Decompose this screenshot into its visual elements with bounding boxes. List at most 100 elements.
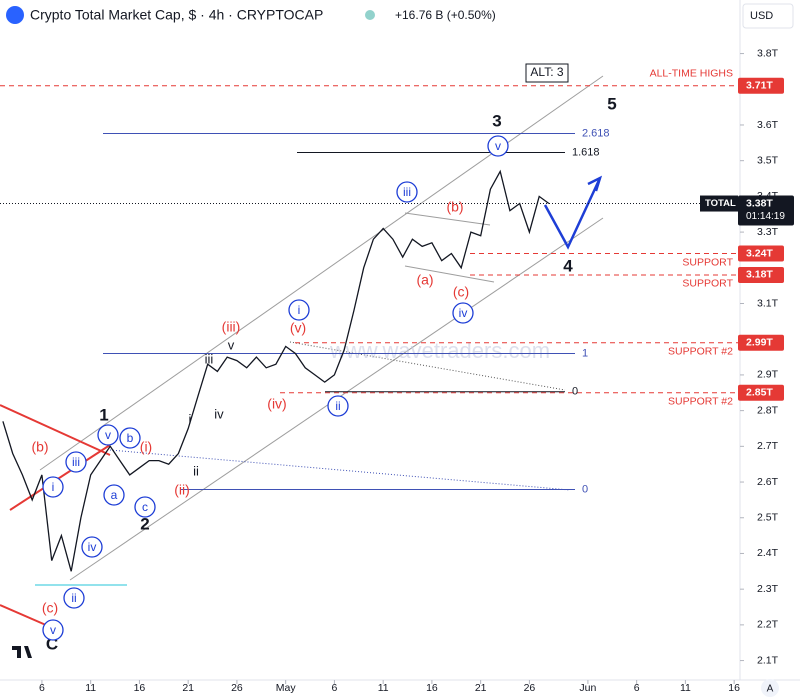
x-tick-label: 6	[331, 682, 337, 694]
wave-circle	[63, 587, 85, 609]
fib-label: 1.618	[572, 146, 600, 158]
channel-upper	[39, 75, 604, 471]
price-label: 3.38T	[746, 197, 773, 209]
y-tick-label: 3.1T	[757, 297, 779, 309]
y-tick-label: 2.5T	[757, 512, 779, 524]
x-tick-label: 16	[728, 682, 740, 694]
x-tick-label: May	[276, 682, 297, 694]
wave-circle	[42, 476, 64, 498]
level-label: 2.85T	[746, 387, 773, 399]
wave-label: (ii)	[174, 482, 190, 498]
wave-circle	[327, 395, 349, 417]
y-tick-label: 2.1T	[757, 654, 779, 666]
y-tick-label: 3.3T	[757, 226, 779, 238]
wave-label: ii	[335, 399, 340, 413]
alt-label: ALT: 3	[530, 65, 563, 79]
wave-label: 1	[99, 405, 108, 424]
wave-label: (iii)	[222, 319, 241, 335]
wave-label: (b)	[446, 199, 463, 215]
y-tick-label: 2.6T	[757, 476, 779, 488]
triangle-line	[9, 444, 111, 511]
wave-label: b	[127, 431, 134, 445]
fib-label: 0	[582, 483, 588, 495]
wave-label: i	[52, 480, 55, 494]
symbol-label: TOTAL	[705, 198, 736, 209]
triangle-line	[0, 404, 111, 456]
level-label: 3.18T	[746, 269, 773, 281]
countdown: 01:14:19	[746, 211, 785, 222]
level-box	[738, 266, 784, 283]
wave-label: iii	[205, 351, 214, 366]
level-label: 3.24T	[746, 247, 773, 259]
flag-line	[404, 212, 491, 226]
watermark: www.wavetraders.com	[329, 338, 550, 363]
tv-logo	[12, 646, 32, 658]
wave-label: (b)	[31, 439, 48, 455]
title: Crypto Total Market Cap, $ · 4h · CRYPTO…	[30, 7, 323, 23]
level-note: SUPPORT	[682, 278, 733, 290]
y-tick-label: 2.2T	[757, 619, 779, 631]
wave-label: v	[228, 337, 235, 352]
level-box	[738, 384, 784, 401]
projection	[543, 177, 602, 250]
level-label: 2.99T	[746, 337, 773, 349]
wave-circle	[103, 484, 125, 506]
wave-circle	[134, 496, 156, 518]
fib-label: 1	[582, 347, 588, 359]
wave-circle	[487, 135, 509, 157]
wave-label: (c)	[42, 600, 58, 616]
x-tick-label: 26	[231, 682, 243, 694]
wave-circle	[42, 619, 64, 641]
y-tick-label: 2.3T	[757, 583, 779, 595]
x-tick-label: 21	[475, 682, 487, 694]
wave-label: iii	[72, 455, 80, 469]
drawings	[0, 75, 604, 633]
wave-label: ii	[71, 591, 76, 605]
symbol-icon	[6, 6, 24, 24]
x-tick-label: 16	[426, 682, 438, 694]
wave-label: 2	[140, 514, 149, 533]
symbol-box	[700, 195, 738, 212]
wave-label: iv	[88, 540, 97, 554]
wave-circle	[288, 299, 310, 321]
level-box	[738, 245, 784, 262]
flag-line	[404, 265, 495, 283]
auto-scale-label[interactable]: A	[767, 684, 774, 695]
wave-circle	[396, 181, 418, 203]
wave-label: 5	[607, 94, 616, 113]
y-tick-label: 2.7T	[757, 440, 779, 452]
fib-label: 0	[572, 386, 578, 398]
wave-label: iv	[214, 406, 224, 421]
wave-label: (iv)	[267, 396, 286, 412]
wave-label: (c)	[453, 284, 469, 300]
x-tick-label: 6	[634, 682, 640, 694]
level-box	[738, 334, 784, 351]
wave-label: iii	[403, 185, 411, 199]
wave-label: a	[111, 488, 118, 502]
wave-circle	[81, 536, 103, 558]
x-tick-label: 26	[524, 682, 536, 694]
x-tick-label: 11	[680, 682, 691, 694]
wave-label: 4	[563, 256, 573, 275]
wave-circle	[119, 427, 141, 449]
y-tick-label: 2.4T	[757, 547, 779, 559]
auto-scale[interactable]	[761, 679, 779, 697]
wave-label: i	[298, 303, 301, 317]
wave-label: iv	[459, 306, 468, 320]
wave-label: (a)	[416, 272, 433, 288]
level-note: SUPPORT	[682, 256, 733, 268]
level-note: SUPPORT #2	[668, 346, 733, 358]
y-tick-label: 3.6T	[757, 119, 779, 131]
wave-circle	[452, 302, 474, 324]
wave-circle	[65, 451, 87, 473]
currency-box[interactable]	[742, 3, 794, 29]
fib-label: 2.618	[582, 127, 610, 139]
wave-label: i	[189, 411, 192, 426]
wave-label: (v)	[290, 320, 306, 336]
wave-label: v	[50, 623, 56, 637]
y-tick-label: 3.8T	[757, 47, 779, 59]
y-tick-label: 3.5T	[757, 154, 779, 166]
currency[interactable]: USD	[750, 10, 773, 22]
level-box	[738, 77, 784, 94]
